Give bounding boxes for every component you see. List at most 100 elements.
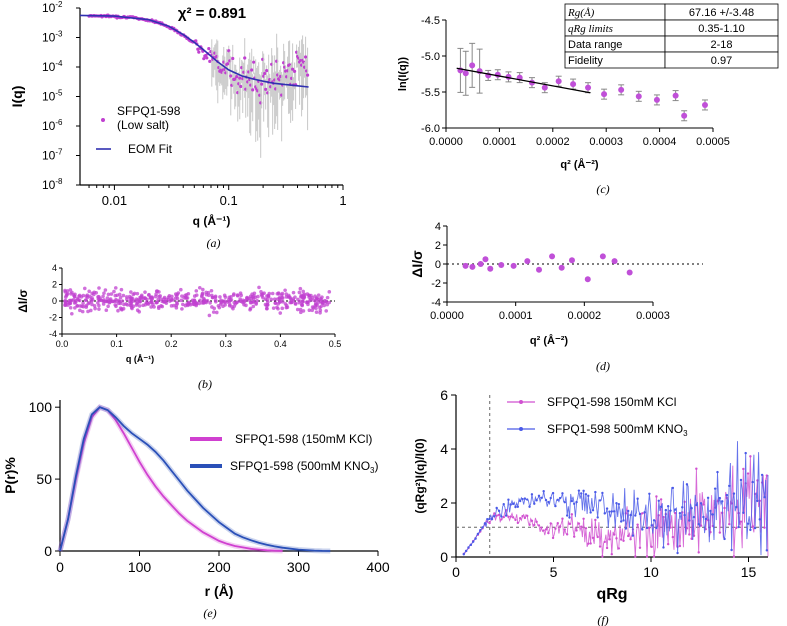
residual-point — [169, 298, 174, 302]
residual-point — [626, 269, 633, 276]
residual-point — [301, 289, 305, 294]
panel-caption: (e) — [203, 606, 216, 620]
residual-point — [185, 296, 190, 300]
residual-point — [214, 310, 219, 315]
table-value: 67.16 +/-3.48 — [689, 7, 754, 19]
panel-caption: (c) — [596, 182, 609, 196]
eom-fit-line — [79, 14, 309, 88]
x-tick-label: 300 — [287, 559, 311, 575]
data-point — [618, 86, 625, 93]
data-point — [264, 87, 268, 91]
x-tick-label: 0.0000 — [430, 310, 464, 322]
x-tick-label: 0.4 — [274, 339, 287, 349]
residual-point — [158, 294, 163, 298]
residual-point — [248, 306, 253, 311]
residual-point — [206, 293, 211, 298]
y-tick-label: -2 — [49, 313, 57, 323]
y-tick-label: 0 — [435, 259, 441, 271]
residual-point — [482, 256, 489, 263]
residual-point — [114, 297, 118, 302]
y-tick-label: 10-2 — [42, 0, 63, 15]
y-tick-label: 2 — [52, 280, 57, 290]
residual-point — [105, 296, 110, 300]
residual-point — [273, 301, 278, 305]
x-tick-label: 0.0003 — [589, 136, 623, 148]
x-tick-label: 400 — [366, 559, 390, 575]
x-axis-label: q² (Å⁻²) — [530, 334, 569, 347]
y-tick-label: 2 — [440, 495, 448, 511]
residual-point — [291, 290, 296, 295]
residual-point — [156, 297, 160, 302]
kratky-point — [742, 467, 745, 471]
residual-point — [324, 299, 328, 304]
table-value: 2-18 — [710, 39, 732, 51]
residual-point — [152, 305, 156, 309]
legend-dot-kno3 — [519, 427, 523, 431]
y-tick-label: 10-5 — [42, 89, 63, 104]
residual-point — [327, 300, 332, 305]
data-point — [263, 71, 267, 76]
table-param: Data range — [568, 39, 622, 51]
residual-point — [135, 291, 140, 296]
residual-point — [78, 308, 82, 313]
data-point — [207, 46, 211, 51]
data-point — [197, 50, 201, 54]
pr-error-band — [57, 404, 283, 554]
residual-point — [116, 308, 120, 313]
x-tick-label: 0.1 — [110, 339, 123, 349]
x-tick-label: 0.0004 — [643, 136, 677, 148]
residual-point — [198, 298, 202, 303]
residual-point — [97, 303, 101, 308]
residual-point — [568, 257, 575, 264]
pr-curve — [59, 406, 331, 552]
y-tick-label: -4.5 — [421, 15, 440, 27]
panel-e: 0 50 100 0 100 200 300 400 P(r)% r (Å) (e) SFPQ1-59… — [2, 399, 390, 620]
residual-point — [113, 286, 118, 290]
data-point — [238, 76, 242, 80]
residual-point — [179, 298, 184, 303]
residual-point — [88, 294, 92, 299]
residual-point — [167, 294, 172, 298]
residual-point — [96, 297, 101, 301]
residual-point — [115, 293, 119, 298]
residual-point — [319, 304, 323, 309]
table-param: Rg(Å) — [567, 7, 595, 19]
residual-point — [251, 297, 256, 301]
data-point — [243, 56, 247, 60]
residual-point — [181, 302, 185, 307]
y-tick-label: -6.0 — [421, 123, 440, 135]
residual-point — [149, 297, 154, 301]
x-tick-label: 0.0005 — [696, 136, 730, 148]
residual-point — [135, 308, 140, 313]
residual-point — [180, 307, 184, 311]
residual-point — [129, 303, 134, 308]
guinier-fit-line — [456, 67, 591, 94]
residual-point — [316, 293, 321, 297]
residual-point — [301, 309, 306, 313]
panel-caption: (a) — [207, 236, 221, 250]
y-axis-label: ln(I(q)) — [397, 57, 409, 92]
panel-c: -4.5 -5.0 -5.5 -6.00.0000 0.0001 0.0002 0.0003… — [397, 3, 779, 196]
residual-point — [125, 297, 129, 301]
data-point — [251, 88, 255, 92]
residual-point — [254, 302, 258, 306]
residual-point — [242, 302, 246, 307]
residual-point — [275, 305, 279, 310]
x-axis-label: q (Å⁻¹) — [126, 354, 154, 364]
data-point — [250, 68, 254, 72]
residual-point — [86, 309, 90, 314]
residual-point — [207, 313, 212, 318]
residual-point — [121, 293, 126, 298]
residual-point — [242, 299, 247, 304]
residual-point — [106, 292, 111, 297]
legend-label-kno3: SFPQ1-598 (500mM KNO3) — [230, 459, 379, 475]
residual-point — [103, 288, 108, 292]
table-value: 0.97 — [711, 55, 732, 67]
x-tick-label: 15 — [741, 564, 757, 580]
y-tick-label: 2 — [435, 240, 441, 252]
y-tick-label: -4 — [431, 297, 441, 309]
residual-point — [110, 299, 115, 304]
panel-a: 10-2 10-3 10-4 10-5 10-6 10-7 10-8 0.01 0.1 1 I(q)… — [9, 0, 347, 250]
residual-point — [162, 295, 167, 300]
residual-point — [208, 301, 212, 305]
